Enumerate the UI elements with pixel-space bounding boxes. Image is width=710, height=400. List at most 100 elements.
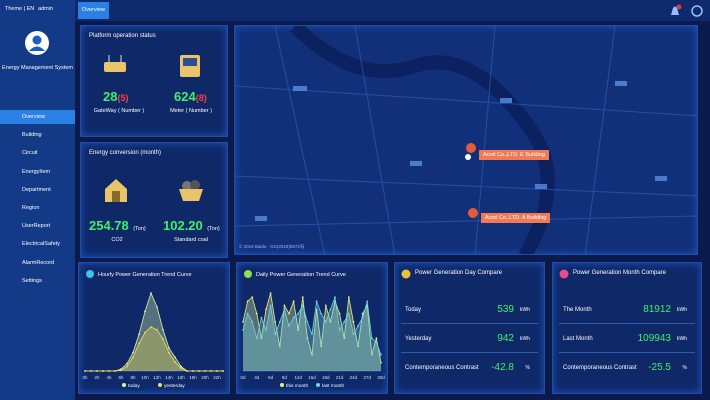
x-tick-label: 9d	[282, 375, 288, 380]
point	[283, 308, 286, 311]
theme-switch[interactable]: Theme | EN	[5, 6, 35, 12]
point	[265, 329, 267, 331]
point	[375, 337, 378, 340]
menu-item[interactable]: Settings	[22, 277, 42, 284]
row-value: -25.5	[648, 362, 671, 373]
point	[269, 304, 272, 307]
point	[180, 367, 182, 370]
user-menu[interactable]: admin	[38, 6, 53, 12]
point	[292, 300, 295, 303]
point	[84, 370, 86, 372]
x-tick-label: 14h	[165, 375, 173, 380]
gateway-icon	[104, 55, 126, 72]
point	[315, 300, 318, 303]
chart-panel: Daily Power Generation Trend Curve 0d 3d 6d…	[236, 262, 388, 394]
point	[370, 353, 373, 356]
point	[338, 329, 341, 331]
point	[126, 362, 128, 365]
menu-item[interactable]: Circuit	[22, 150, 38, 157]
system-name: Energy Management System	[2, 65, 73, 71]
divider	[401, 352, 538, 353]
row-value: -42.8	[491, 362, 514, 373]
point	[311, 333, 313, 335]
point	[144, 310, 146, 313]
point	[324, 320, 327, 323]
point	[292, 316, 295, 319]
point	[242, 329, 244, 331]
compare-row: Yesterday 942 kWh	[405, 332, 536, 346]
point	[329, 308, 332, 311]
menu-item[interactable]: Region	[22, 205, 40, 211]
row-value: 81912	[643, 304, 671, 315]
chart-title: Hourly Power Generation Trend Curve	[98, 272, 192, 278]
point	[222, 370, 224, 372]
platform-panel: Platform operation status 28(5) 624(8) G…	[80, 25, 228, 137]
map[interactable]: Acrel Co.,LTD. E Building Acrel Co.,LTD.…	[234, 25, 698, 255]
row-label: Contemporaneous Contrast	[405, 365, 479, 371]
panel-title: Power Generation Day Compare	[415, 270, 503, 276]
meter-icon	[180, 55, 200, 77]
x-tick-label: 2h	[94, 375, 100, 380]
point	[283, 304, 286, 307]
row-unit: %	[682, 365, 687, 371]
point	[306, 337, 309, 340]
area	[243, 293, 381, 371]
menu-item[interactable]: Building	[22, 132, 42, 139]
point	[357, 325, 359, 327]
point	[278, 345, 281, 348]
point	[251, 320, 254, 323]
point	[102, 370, 104, 372]
compare-row: Contemporaneous Contrast -42.8%	[405, 361, 536, 375]
x-tick-label: 24d	[350, 375, 358, 380]
row-label: Yesterday	[405, 336, 432, 342]
icon	[559, 269, 569, 279]
legend-label: yesterday	[164, 383, 185, 389]
x-tick-label: 4h	[106, 375, 112, 380]
point	[174, 356, 176, 359]
menu-item[interactable]: Department	[22, 186, 51, 193]
x-tick-label: 22h	[213, 375, 221, 380]
map-marker[interactable]: Acrel Co.,LTD. A Building	[481, 213, 551, 223]
menu-item[interactable]: EnergyItem	[22, 168, 51, 175]
point	[255, 312, 258, 315]
point	[114, 370, 116, 372]
header: Overview	[75, 0, 710, 21]
point	[246, 312, 249, 315]
x-tick-label: 21d	[336, 375, 344, 380]
map-background	[235, 26, 697, 254]
meter-fault: (8)	[195, 93, 207, 103]
point	[274, 320, 277, 323]
x-tick-label: 18d	[322, 375, 330, 380]
menu-item[interactable]: ElectricalSafety	[22, 241, 60, 248]
co2-value: 254.78	[89, 218, 129, 233]
menu-item[interactable]: AlarmRecord	[22, 259, 55, 266]
row-value: 109943	[637, 333, 671, 344]
point	[375, 341, 378, 344]
co2-unit: (Ton)	[133, 226, 146, 232]
energy-panel: Energy conversion (month) 254.78 (Ton) 1…	[80, 142, 228, 258]
month-compare: Power Generation Month Compare The Month…	[552, 262, 702, 394]
point	[144, 331, 146, 334]
co2-icon	[105, 179, 127, 202]
row-label: Contemporaneous Contrast	[563, 365, 637, 371]
point	[204, 370, 206, 372]
point	[168, 351, 170, 354]
row-unit: kWh	[520, 307, 530, 313]
map-marker[interactable]: Acrel Co.,LTD. E Building	[479, 150, 549, 160]
tab[interactable]: Overview	[78, 2, 109, 19]
compare-row: Today 539 kWh	[405, 303, 536, 317]
menu-item[interactable]: UserReport	[22, 223, 51, 230]
point	[138, 333, 140, 336]
menu-item[interactable]: Overview	[0, 110, 75, 124]
point	[380, 353, 382, 356]
point	[168, 347, 170, 349]
header-icons	[671, 4, 703, 17]
point	[278, 320, 281, 323]
divider	[401, 323, 538, 324]
point	[338, 312, 341, 315]
panel-title: Energy conversion (month)	[89, 150, 162, 156]
coal-label: Standard coal	[174, 237, 208, 243]
legend-swatch	[158, 383, 162, 387]
legend-swatch	[316, 383, 320, 387]
row-unit: kWh	[677, 307, 687, 313]
